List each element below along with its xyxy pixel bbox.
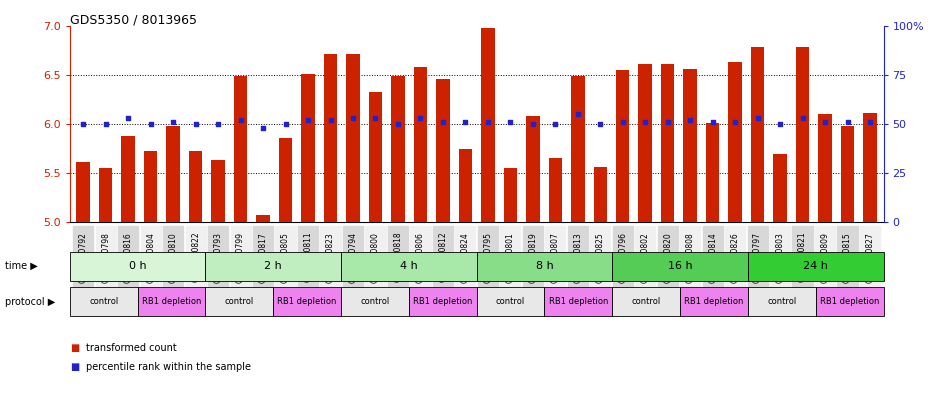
Point — [705, 119, 720, 125]
Point — [795, 115, 810, 121]
Bar — [728, 62, 742, 222]
Bar — [189, 151, 203, 222]
Point — [458, 119, 472, 125]
Bar — [301, 73, 314, 222]
Point — [817, 119, 832, 125]
Text: RB1 depletion: RB1 depletion — [684, 297, 744, 306]
Text: RB1 depletion: RB1 depletion — [820, 297, 879, 306]
Bar — [504, 168, 517, 222]
Point — [76, 121, 91, 127]
Text: control: control — [767, 297, 796, 306]
Bar — [279, 138, 292, 222]
Point — [435, 119, 450, 125]
Point — [300, 117, 315, 123]
Bar — [774, 154, 787, 222]
Bar — [211, 160, 225, 222]
Text: control: control — [360, 297, 390, 306]
Point — [256, 125, 271, 131]
Bar — [841, 126, 855, 222]
Bar — [458, 149, 472, 222]
Bar — [324, 54, 338, 222]
Point — [548, 121, 563, 127]
Bar — [818, 114, 831, 222]
Text: 4 h: 4 h — [400, 261, 418, 271]
Point — [592, 121, 607, 127]
Point — [570, 111, 585, 117]
Bar — [481, 28, 495, 222]
Point — [773, 121, 788, 127]
Bar — [257, 215, 270, 222]
Bar — [639, 64, 652, 222]
Point — [840, 119, 855, 125]
Bar — [661, 64, 674, 222]
Bar — [796, 47, 809, 222]
Bar — [99, 168, 113, 222]
Point — [751, 115, 765, 121]
Bar — [526, 116, 539, 222]
Bar — [706, 123, 720, 222]
Text: protocol ▶: protocol ▶ — [5, 297, 55, 307]
Bar — [616, 70, 630, 222]
Text: time ▶: time ▶ — [5, 261, 37, 271]
Point — [121, 115, 136, 121]
Point — [368, 115, 383, 121]
Point — [660, 119, 675, 125]
Point — [188, 121, 203, 127]
Text: 8 h: 8 h — [536, 261, 553, 271]
Bar — [571, 75, 585, 222]
Point — [503, 119, 518, 125]
Text: percentile rank within the sample: percentile rank within the sample — [86, 362, 251, 373]
Bar — [863, 113, 877, 222]
Text: 0 h: 0 h — [128, 261, 146, 271]
Bar — [368, 92, 382, 222]
Bar — [751, 47, 764, 222]
Bar — [593, 167, 607, 222]
Text: control: control — [225, 297, 254, 306]
Bar — [166, 126, 179, 222]
Point — [413, 115, 428, 121]
Point — [166, 119, 180, 125]
Point — [99, 121, 113, 127]
Text: RB1 depletion: RB1 depletion — [277, 297, 337, 306]
Point — [346, 115, 361, 121]
Text: 2 h: 2 h — [264, 261, 282, 271]
Text: ■: ■ — [70, 362, 79, 373]
Text: 24 h: 24 h — [804, 261, 828, 271]
Point — [143, 121, 158, 127]
Text: control: control — [496, 297, 525, 306]
Point — [323, 117, 338, 123]
Bar — [436, 79, 449, 222]
Text: control: control — [631, 297, 661, 306]
Bar — [76, 162, 90, 222]
Text: RB1 depletion: RB1 depletion — [141, 297, 201, 306]
Point — [233, 117, 248, 123]
Point — [616, 119, 631, 125]
Point — [727, 119, 742, 125]
Bar — [684, 69, 697, 222]
Bar — [144, 151, 157, 222]
Text: control: control — [89, 297, 118, 306]
Point — [683, 117, 698, 123]
Text: ■: ■ — [70, 343, 79, 353]
Point — [481, 119, 496, 125]
Text: RB1 depletion: RB1 depletion — [413, 297, 472, 306]
Point — [278, 121, 293, 127]
Text: 16 h: 16 h — [668, 261, 692, 271]
Bar — [414, 67, 427, 222]
Point — [638, 119, 653, 125]
Bar — [392, 75, 405, 222]
Point — [862, 119, 877, 125]
Bar — [122, 136, 135, 222]
Bar — [346, 54, 360, 222]
Bar — [233, 75, 247, 222]
Text: transformed count: transformed count — [86, 343, 178, 353]
Text: GDS5350 / 8013965: GDS5350 / 8013965 — [70, 14, 197, 27]
Point — [525, 121, 540, 127]
Bar — [549, 158, 562, 222]
Point — [211, 121, 226, 127]
Point — [391, 121, 405, 127]
Text: RB1 depletion: RB1 depletion — [549, 297, 608, 306]
